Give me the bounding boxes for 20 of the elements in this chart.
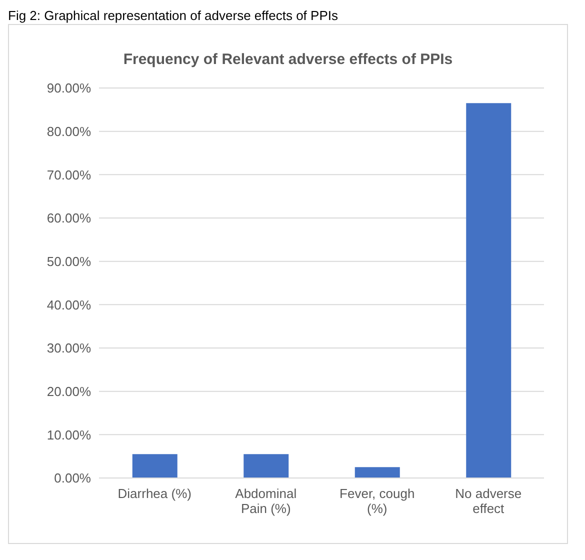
bar [354, 467, 400, 478]
y-tick-label: 80.00% [46, 124, 92, 139]
x-tick-label: Abdominal Pain (%) [235, 486, 297, 516]
x-tick-label: Fever, cough (%) [340, 486, 415, 516]
y-tick-label: 20.00% [46, 384, 92, 399]
x-tick-label: No adverse effect [455, 486, 522, 516]
y-tick-label: 40.00% [46, 297, 92, 312]
y-tick-label: 30.00% [46, 340, 92, 356]
chart-title: Frequency of Relevant adverse effects of PPIs [122, 51, 454, 68]
y-tick-label: 60.00% [46, 210, 92, 226]
y-tick-label: 0.00% [54, 470, 92, 486]
bar [466, 103, 512, 478]
y-tick-label: 10.00% [46, 427, 92, 442]
bar [244, 454, 289, 478]
y-tick-label: 70.00% [46, 167, 92, 182]
bar [132, 454, 178, 478]
y-tick-label: 50.00% [46, 254, 92, 269]
x-tick-label: Diarrhea (%) [118, 486, 192, 501]
caption: Fig 2: Graphical representation of adverse effects of PPIs [8, 8, 339, 24]
y-tick-label: 90.00% [46, 80, 92, 96]
